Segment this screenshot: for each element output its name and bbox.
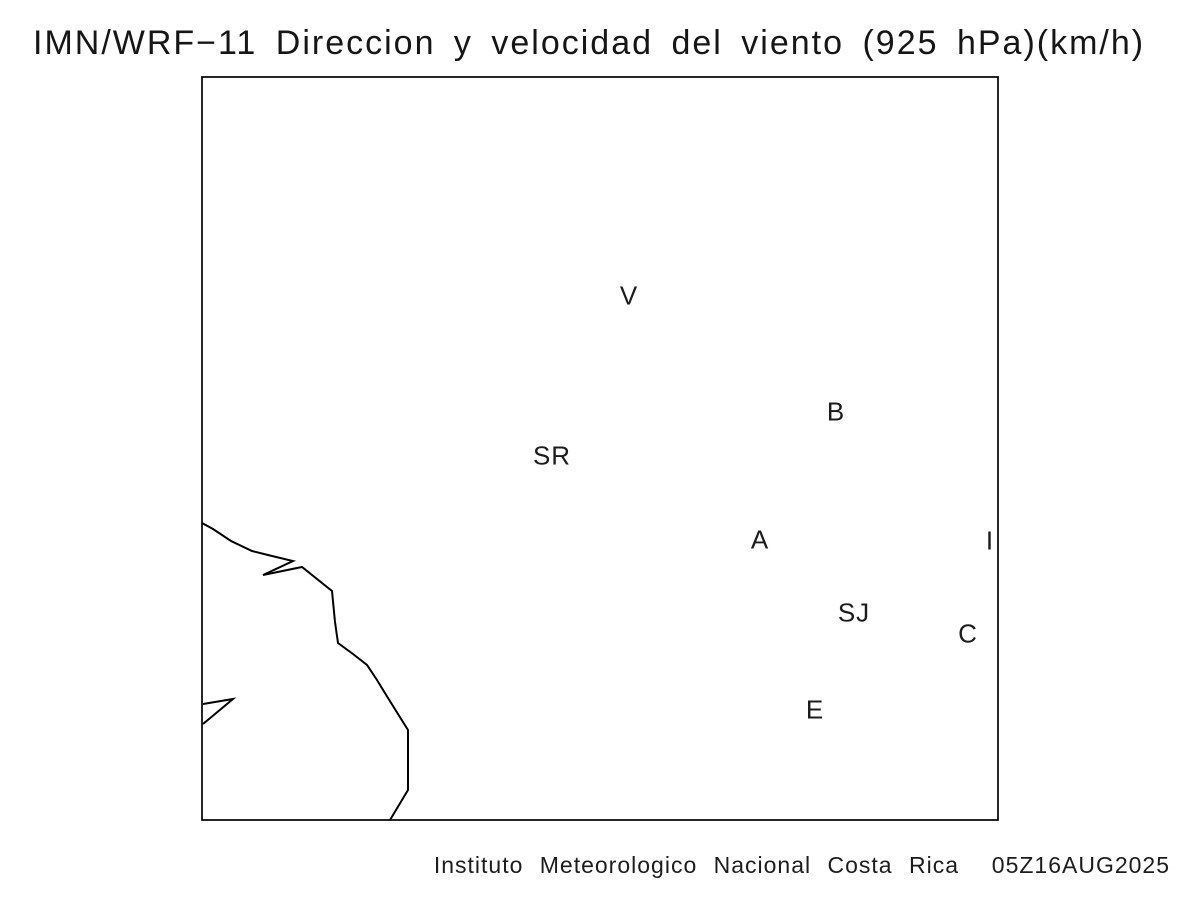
plot-frame xyxy=(201,76,999,821)
station-label-sj: SJ xyxy=(837,597,871,628)
coastline-path xyxy=(202,697,237,725)
station-label-i: I xyxy=(985,525,995,556)
station-label-c: C xyxy=(958,618,978,649)
station-label-sr: SR xyxy=(532,440,572,471)
footer-attribution: Instituto Meteorologico Nacional Costa R… xyxy=(433,852,1170,878)
coastline-path xyxy=(201,522,409,821)
plot-title: IMN/WRF−11 Direccion y velocidad del vie… xyxy=(33,24,1146,62)
station-label-a: A xyxy=(750,524,770,555)
station-label-v: V xyxy=(619,280,639,311)
station-label-e: E xyxy=(805,694,825,725)
coastline-group xyxy=(201,522,409,821)
station-label-b: B xyxy=(826,396,846,427)
